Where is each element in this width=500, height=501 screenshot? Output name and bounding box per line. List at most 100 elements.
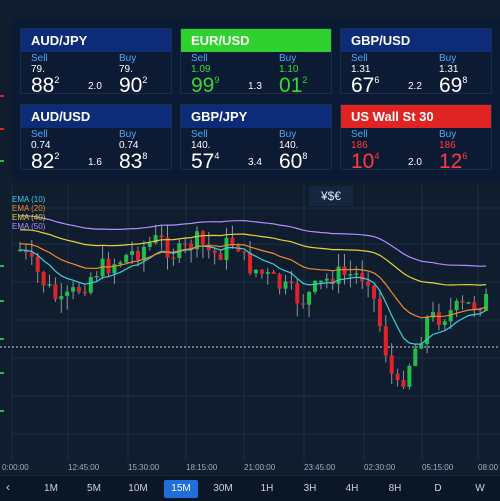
buy-price-main: 60 [279, 150, 303, 173]
sell-price-pip: 4 [374, 151, 380, 161]
sell-price-button[interactable]: Sell 1.09 999 [191, 53, 219, 97]
time-tick-label: 12:45:00 [68, 463, 100, 472]
candle-body [35, 256, 40, 273]
candle-body [259, 269, 264, 274]
timeframe-button-d[interactable]: D [434, 483, 442, 494]
ema-legend-item: EMA (10) [12, 195, 46, 204]
candle-body [159, 235, 164, 238]
candle-body [372, 285, 376, 299]
sell-price-button[interactable]: Sell 186 104 [351, 129, 379, 173]
quote-symbol: US Wall St 30 [341, 105, 491, 128]
buy-price-prefix: 186 [439, 140, 456, 151]
candle-body [88, 277, 93, 293]
left-marker [0, 300, 4, 302]
buy-price-main: 90 [119, 74, 143, 97]
timeframe-button-1h[interactable]: 1H [260, 483, 274, 494]
sell-price-value: 574 [191, 151, 219, 173]
candle-body [153, 235, 158, 243]
candle-body [242, 251, 247, 253]
timeframe-button-15m[interactable]: 15M [164, 480, 198, 498]
sell-price-main: 88 [31, 74, 55, 97]
ema-legend-item: EMA (20) [12, 204, 46, 213]
buy-price-prefix: 1.31 [439, 64, 459, 75]
candle-body [425, 317, 430, 345]
quote-tile-us-wall-st-30[interactable]: US Wall St 30 Sell 186 104 Buy 186 126 2.0 [340, 104, 492, 173]
buy-price-prefix: 0.74 [119, 140, 139, 151]
candle-body [301, 303, 306, 305]
ema-legend: EMA (10) EMA (20) EMA (40) EMA (50) [12, 195, 45, 231]
candle-body [124, 254, 129, 263]
timeframe-button-3h[interactable]: 3H [303, 483, 317, 494]
timeframe-button-5m[interactable]: 5M [87, 483, 101, 494]
time-axis: 0:00:00 12:45:00 15:30:00 18:15:00 21:00:00 2… [0, 460, 500, 474]
ema-legend-item: EMA (50) [12, 222, 46, 231]
candle-body [277, 274, 282, 289]
candle-body [183, 243, 188, 245]
quote-tile-aud-usd[interactable]: AUD/USD Sell 0.74 822 Buy 0.74 838 1.6 [20, 104, 172, 173]
sell-label: Sell [31, 53, 48, 64]
timeframe-button-10m[interactable]: 10M [128, 483, 148, 494]
chevron-left-icon[interactable]: ‹ [6, 480, 10, 494]
sell-price-button[interactable]: Sell 1.31 676 [351, 53, 379, 97]
quote-tile-gbp-usd[interactable]: GBP/USD Sell 1.31 676 Buy 1.31 698 2.2 [340, 28, 492, 97]
candle-body [454, 300, 459, 311]
buy-price-button[interactable]: Buy 140. 608 [279, 129, 307, 173]
buy-price-button[interactable]: Buy 1.31 698 [439, 53, 467, 97]
timeframe-button-w[interactable]: W [475, 483, 485, 494]
timeframe-button-4h[interactable]: 4H [345, 483, 359, 494]
sell-price-prefix: 1.09 [191, 64, 211, 75]
ema-line [19, 215, 487, 267]
timeframe-button-8h[interactable]: 8H [388, 483, 402, 494]
ema-line [19, 245, 487, 345]
buy-price-button[interactable]: Buy 1.10 012 [279, 53, 307, 97]
buy-price-pip: 8 [142, 151, 148, 161]
left-marker [0, 410, 4, 412]
sell-price-value: 882 [31, 75, 59, 97]
timeframe-button-30m[interactable]: 30M [213, 483, 233, 494]
sell-label: Sell [351, 53, 368, 64]
candle-body [419, 344, 424, 349]
candle-body [442, 321, 447, 325]
currency-toggle-button[interactable]: ¥$€ [309, 186, 353, 206]
quote-tile-gbp-jpy[interactable]: GBP/JPY Sell 140. 574 Buy 140. 608 3.4 [180, 104, 332, 173]
quote-symbol: GBP/USD [341, 29, 491, 52]
left-marker [0, 128, 4, 130]
candle-body [295, 283, 300, 304]
spread-value: 2.2 [408, 81, 422, 92]
candle-body [407, 365, 412, 387]
sell-price-button[interactable]: Sell 0.74 822 [31, 129, 59, 173]
buy-price-button[interactable]: Buy 186 126 [439, 129, 467, 173]
time-tick-label: 21:00:00 [244, 463, 276, 472]
sell-price-pip: 6 [374, 75, 380, 85]
buy-label: Buy [279, 129, 297, 140]
sell-price-value: 104 [351, 151, 379, 173]
time-tick-label: 02:30:00 [364, 463, 396, 472]
candle-body [195, 231, 199, 250]
candle-body [383, 326, 388, 356]
quote-symbol: AUD/JPY [21, 29, 171, 52]
timeframe-button-1m[interactable]: 1M [44, 483, 58, 494]
buy-price-pip: 8 [302, 151, 308, 161]
ema-legend-item: EMA (40) [12, 213, 46, 222]
candle-body [377, 298, 382, 327]
sell-price-button[interactable]: Sell 79. 882 [31, 53, 59, 97]
buy-price-button[interactable]: Buy 0.74 838 [119, 129, 147, 173]
sell-label: Sell [31, 129, 48, 140]
candle-body [478, 309, 483, 311]
candle-body [336, 266, 341, 284]
candle-body [389, 355, 394, 374]
buy-label: Buy [119, 129, 137, 140]
sell-price-button[interactable]: Sell 140. 574 [191, 129, 219, 173]
quote-tile-eur-usd[interactable]: EUR/USD Sell 1.09 999 Buy 1.10 012 1.3 [180, 28, 332, 97]
candle-body [47, 284, 52, 286]
candle-body [65, 291, 70, 297]
buy-price-main: 83 [119, 150, 143, 173]
buy-price-button[interactable]: Buy 79. 902 [119, 53, 147, 97]
candle-body [324, 278, 329, 281]
sell-price-pip: 2 [54, 75, 60, 85]
candle-body [271, 272, 276, 275]
candle-body [29, 252, 34, 257]
quote-tile-aud-jpy[interactable]: AUD/JPY Sell 79. 882 Buy 79. 902 2.0 [20, 28, 172, 97]
